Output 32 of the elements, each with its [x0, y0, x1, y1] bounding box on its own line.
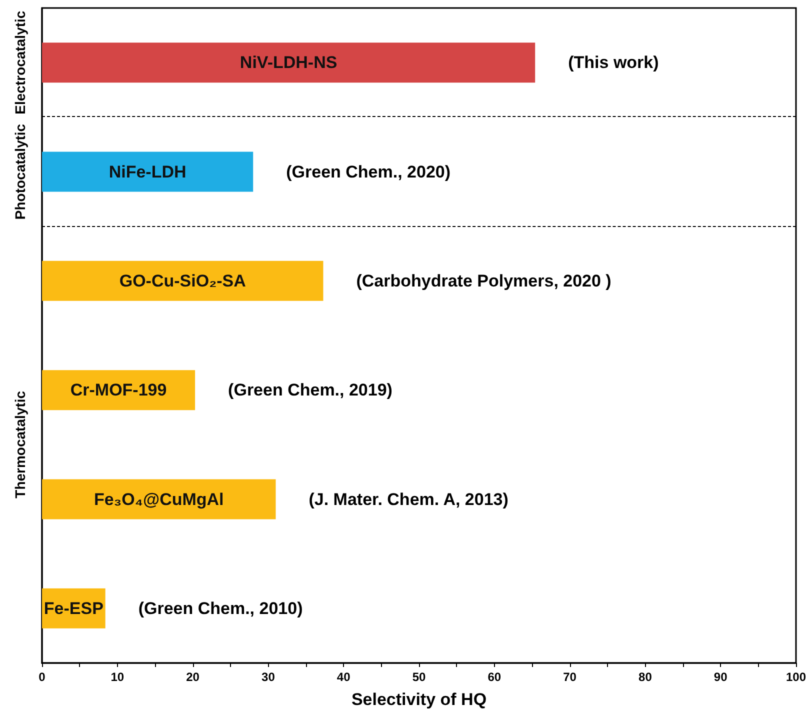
bar: [42, 42, 536, 83]
annotation: (Carbohydrate Polymers, 2020 ): [356, 271, 612, 290]
bar: [42, 260, 324, 301]
annotation: (Green Chem., 2010): [138, 598, 303, 618]
x-axis-title: Selectivity of HQ: [351, 690, 487, 709]
annotation: (J. Mater. Chem. A, 2013): [308, 490, 508, 509]
bar: [42, 479, 276, 520]
x-tick-label: 60: [488, 670, 502, 684]
x-tick-label: 40: [336, 670, 351, 684]
text: Thermocatalytic: [12, 390, 28, 498]
y-tick-label: GO-Cu-SiO₂-SA: [119, 271, 246, 290]
bar: [42, 370, 196, 410]
y-tick-label: NiFe-LDH: [108, 162, 186, 182]
bar: [42, 152, 254, 192]
x-tick-label: 0: [38, 670, 46, 684]
x-tick-label: 20: [186, 670, 200, 684]
annotation: (Green Chem., 2020): [286, 162, 451, 182]
x-tick-label: 10: [110, 670, 124, 684]
y-tick-label: NiV-LDH-NS: [240, 53, 338, 72]
y-tick-label: Fe₃O₄@CuMgAl: [94, 490, 224, 509]
annotation: (This work): [568, 53, 659, 72]
x-tick-label: 30: [262, 670, 276, 684]
text: Electrocatalytic: [12, 10, 28, 114]
x-tick-label: 90: [714, 670, 728, 684]
x-tick-label: 80: [638, 670, 652, 684]
x-tick-label: 50: [412, 670, 426, 684]
text: Photocatalytic: [12, 124, 28, 220]
y-tick-label: Fe-ESP: [44, 598, 104, 618]
annotation: (Green Chem., 2019): [228, 380, 392, 400]
x-tick-label: 70: [563, 670, 577, 684]
x-tick-label: 100: [786, 670, 806, 684]
y-tick-label: Cr-MOF-199: [70, 380, 167, 400]
